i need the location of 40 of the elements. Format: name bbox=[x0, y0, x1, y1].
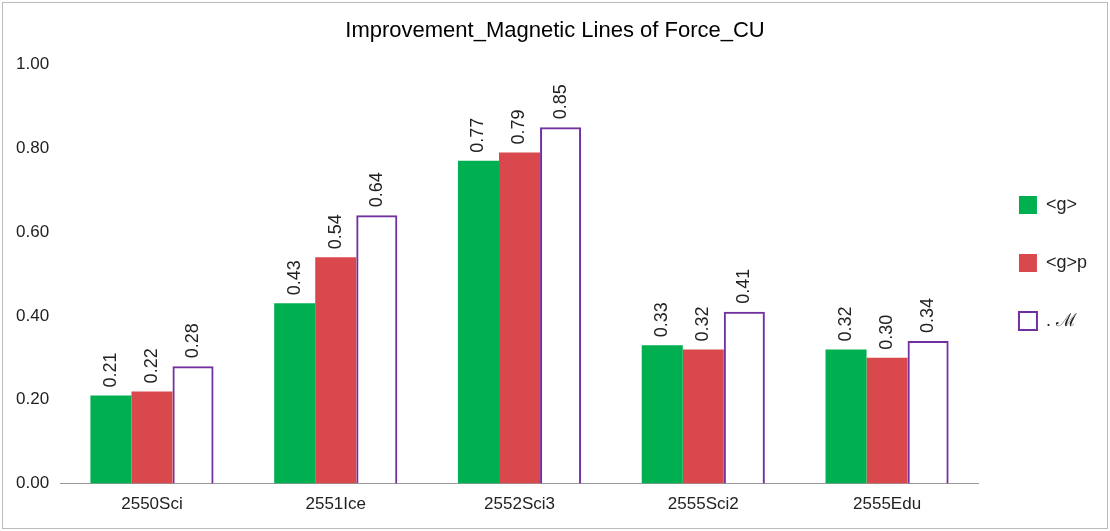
data-label: 0.32 bbox=[692, 306, 713, 342]
y-tick-label: 0.80 bbox=[15, 137, 50, 157]
legend-label: <g>p bbox=[1045, 251, 1087, 272]
bar bbox=[825, 349, 867, 484]
data-label: 0.32 bbox=[834, 306, 855, 342]
data-label: 0.30 bbox=[876, 314, 897, 350]
x-tick-label: 2555Sci2 bbox=[667, 494, 739, 514]
data-label: 0.79 bbox=[508, 109, 529, 145]
y-tick-label: 0.00 bbox=[15, 473, 50, 493]
legend-label: . ℳ bbox=[1045, 309, 1077, 330]
x-tick-label: 2552Sci3 bbox=[484, 494, 555, 514]
bar bbox=[274, 303, 316, 484]
data-label: 0.77 bbox=[467, 117, 488, 153]
legend-label: <g> bbox=[1045, 193, 1077, 214]
data-label: 0.34 bbox=[917, 298, 938, 334]
bar bbox=[90, 395, 132, 484]
y-tick-label: 0.20 bbox=[15, 389, 50, 409]
bar bbox=[866, 357, 908, 484]
data-label: 0.41 bbox=[733, 268, 754, 304]
y-tick-label: 0.40 bbox=[15, 305, 50, 325]
data-label: 0.43 bbox=[283, 260, 304, 296]
data-label: 0.85 bbox=[549, 84, 570, 120]
bar bbox=[131, 391, 173, 484]
data-label: 0.28 bbox=[181, 323, 202, 359]
bar bbox=[641, 345, 683, 484]
data-label: 0.33 bbox=[651, 302, 672, 338]
y-tick-label: 0.60 bbox=[15, 221, 50, 241]
x-tick-label: 2555Edu bbox=[853, 494, 922, 514]
data-label: 0.54 bbox=[324, 214, 345, 250]
data-label: 0.22 bbox=[140, 348, 161, 384]
x-tick-label: 2550Sci bbox=[121, 494, 183, 514]
data-label: 0.21 bbox=[99, 352, 120, 388]
bar bbox=[682, 349, 724, 484]
x-tick-label: 2551Ice bbox=[305, 494, 366, 514]
data-label: 0.64 bbox=[365, 172, 386, 208]
y-tick-label: 1.00 bbox=[15, 54, 50, 74]
bar bbox=[499, 152, 541, 484]
bar bbox=[457, 160, 499, 484]
bar bbox=[315, 257, 357, 484]
chart-title: Improvement_Magnetic Lines of Force_CU bbox=[345, 17, 765, 43]
